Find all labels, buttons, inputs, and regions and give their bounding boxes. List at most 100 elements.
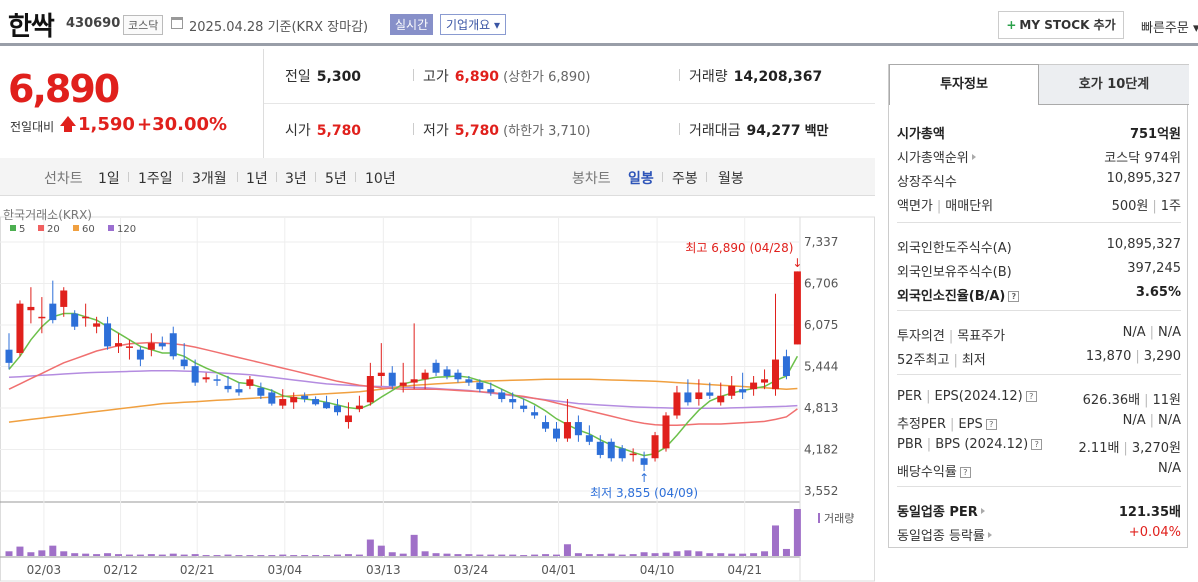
tab-order-book[interactable]: 호가 10단계 [1039,64,1189,105]
candle-body [443,369,451,377]
info-label: 액면가 | 매매단위 [897,199,994,214]
candle-body [301,395,309,400]
divider [413,69,414,81]
divider [897,310,1181,311]
period-10y[interactable]: 10년 [365,171,396,187]
candle-body [202,377,210,380]
volume-bar [323,555,331,557]
period-5y[interactable]: 5년 [325,171,347,187]
candle-body [344,415,352,423]
x-tick-label: 02/03 [27,563,62,577]
stock-chart[interactable]: 7,337 6,706 6,075 5,444 4,813 4,182 3,552 02/03… [0,197,875,582]
volume-bar [5,551,13,556]
change-value: 1,590 [78,114,135,135]
candle-body [662,415,670,449]
candle-body [487,389,495,393]
volume: 거래량 14,208,367 [689,69,823,85]
info-row: 외국인소진율(B/A)? 3.65% [897,282,1181,304]
candle-body [673,392,681,416]
volume-bar [793,509,801,556]
candle-body [136,349,144,360]
volume-bar [158,554,166,556]
volume-bar [585,554,593,556]
period-1d[interactable]: 1일 [98,171,120,187]
volume-bar [246,555,254,557]
legend-swatch [108,225,114,231]
triangle-right-icon [987,532,992,538]
volume-bar [750,553,758,556]
help-icon[interactable]: ? [1025,391,1037,402]
volume-bar [399,553,407,556]
info-label: 시가총액 [897,127,945,142]
candle-body [520,405,528,409]
help-icon[interactable]: ? [1008,291,1020,302]
volume-bar [257,555,265,557]
candle-weekly[interactable]: 주봉 [672,171,698,187]
candle-body [377,372,385,377]
my-stock-label: MY STOCK 추가 [1019,18,1116,32]
candle-monthly[interactable]: 월봉 [718,171,744,187]
info-value: 2.11배 | 3,270원 [1078,441,1181,456]
divider [897,486,1181,487]
volume-legend-swatch [818,513,820,523]
volume-label: 거래량 [824,512,854,525]
triangle-right-icon [980,508,985,514]
realtime-button[interactable]: 실시간 [390,14,434,35]
candle-body [651,435,659,459]
chart-source-label: 한국거래소(KRX) [3,208,92,222]
info-value: 코스닥 974위 [1104,151,1181,166]
company-overview-dropdown[interactable]: 기업개요 ▾ [440,14,506,35]
help-icon[interactable]: ? [985,419,997,430]
legend-label: 20 [47,224,60,235]
candle-body [257,387,265,396]
candle-body [115,343,122,347]
info-row: PBR | BPS (2024.12)? 2.11배 | 3,270원 [897,434,1181,456]
candle-body [454,372,462,380]
volume-bar [531,554,539,556]
info-value: 10,895,327 [1106,237,1181,252]
info-value: 3.65% [1135,285,1181,300]
period-1y[interactable]: 1년 [246,171,268,187]
candle-chart-label: 봉차트 [572,171,611,187]
info-value: +0.04% [1128,525,1181,540]
candle-body [640,458,648,465]
y-tick-label: 4,182 [804,443,838,457]
volume-bar [16,546,24,556]
volume-bar [695,551,703,556]
candle-body [509,399,517,403]
info-row: 시가총액순위 코스닥 974위 [897,144,1181,166]
tab-investment-info[interactable]: 투자정보 [889,64,1039,105]
low-price: 저가 5,780 (하한가 3,710) [423,123,591,139]
info-label: 외국인소진율(B/A)? [897,285,1020,304]
volume-bar [640,552,648,556]
candle-body [618,448,626,459]
y-tick-label: 6,075 [804,318,838,332]
candle-body [355,405,363,409]
info-row: PER | EPS(2024.12)? 626.36배 | 11원 [897,386,1181,408]
volume-bar [651,553,659,556]
period-1w[interactable]: 1주일 [138,171,173,187]
help-icon[interactable]: ? [1031,439,1043,450]
my-stock-add-button[interactable]: + MY STOCK 추가 [998,11,1124,39]
volume-bar [115,554,122,556]
candle-body [147,343,155,350]
candle-body [498,392,506,400]
period-3y[interactable]: 3년 [285,171,307,187]
volume-bar [629,554,637,556]
x-tick-label: 02/12 [103,563,138,577]
x-tick-label: 04/01 [541,563,576,577]
candle-body [585,435,593,442]
info-label: 동일업종 PER [897,501,985,520]
candle-body [5,349,13,363]
volume-bar [312,555,320,557]
volume-bar [191,554,199,556]
help-icon[interactable]: ? [959,467,971,478]
legend-label: 5 [19,224,25,235]
period-3m[interactable]: 3개월 [192,171,227,187]
info-label: 추정PER | EPS? [897,413,997,432]
volume-bar [596,554,604,556]
quick-order-dropdown[interactable]: 빠른주문 ▾ [1141,21,1198,36]
candle-daily[interactable]: 일봉 [628,171,654,187]
candle-body [27,306,35,311]
info-row: 52주최고 | 최저 13,870 | 3,290 [897,346,1181,368]
